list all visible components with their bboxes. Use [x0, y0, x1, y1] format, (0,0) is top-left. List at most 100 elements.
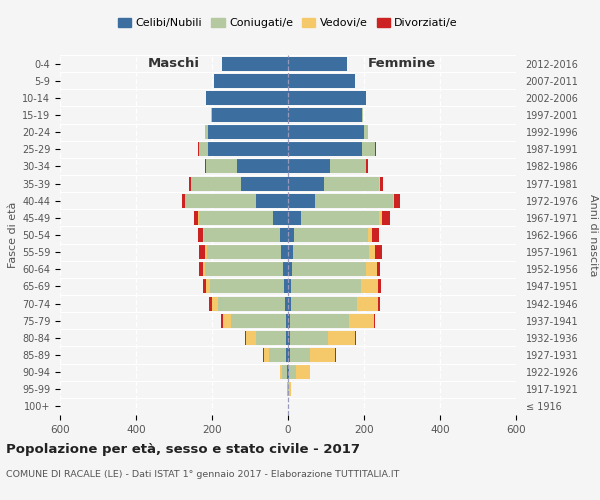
Bar [288, 211, 301, 225]
Bar [289, 382, 291, 396]
Bar [287, 382, 288, 396]
Bar [241, 176, 288, 190]
Bar [288, 142, 362, 156]
Bar [205, 245, 207, 259]
Bar [287, 365, 288, 379]
Bar [208, 125, 288, 139]
Text: Popolazione per età, sesso e stato civile - 2017: Popolazione per età, sesso e stato civil… [6, 442, 360, 456]
Bar [212, 108, 288, 122]
Bar [379, 280, 382, 293]
Bar [280, 228, 288, 242]
Bar [230, 314, 286, 328]
Text: Maschi: Maschi [148, 56, 200, 70]
Bar [361, 280, 379, 293]
Bar [246, 331, 256, 345]
Bar [191, 176, 241, 190]
Bar [286, 348, 288, 362]
Bar [368, 245, 376, 259]
Bar [324, 176, 379, 190]
Bar [212, 296, 218, 310]
Bar [288, 331, 290, 345]
Bar [269, 348, 286, 362]
Bar [199, 245, 205, 259]
Bar [210, 280, 284, 293]
Bar [288, 365, 289, 379]
Text: Femmine: Femmine [368, 56, 436, 70]
Bar [209, 296, 212, 310]
Bar [288, 245, 293, 259]
Y-axis label: Anni di nascita: Anni di nascita [588, 194, 598, 276]
Bar [293, 245, 368, 259]
Bar [394, 194, 400, 207]
Bar [357, 296, 378, 310]
Bar [296, 365, 310, 379]
Bar [214, 74, 288, 88]
Bar [355, 331, 356, 345]
Bar [281, 365, 287, 379]
Bar [283, 262, 288, 276]
Bar [373, 228, 379, 242]
Bar [284, 280, 288, 293]
Bar [377, 262, 380, 276]
Text: COMUNE DI RACALE (LE) - Dati ISTAT 1° gennaio 2017 - Elaborazione TUTTITALIA.IT: COMUNE DI RACALE (LE) - Dati ISTAT 1° ge… [6, 470, 400, 479]
Bar [286, 331, 288, 345]
Bar [288, 348, 290, 362]
Bar [208, 142, 288, 156]
Bar [288, 125, 364, 139]
Bar [194, 211, 198, 225]
Bar [349, 314, 373, 328]
Bar [291, 280, 361, 293]
Bar [292, 262, 366, 276]
Bar [273, 211, 288, 225]
Bar [288, 108, 362, 122]
Bar [378, 296, 380, 310]
Bar [182, 194, 185, 207]
Bar [205, 160, 206, 173]
Bar [221, 56, 288, 70]
Bar [245, 331, 246, 345]
Bar [288, 74, 355, 88]
Bar [379, 211, 382, 225]
Bar [206, 160, 236, 173]
Bar [199, 211, 273, 225]
Bar [289, 365, 296, 379]
Bar [218, 296, 285, 310]
Bar [281, 245, 288, 259]
Bar [199, 142, 208, 156]
Bar [392, 194, 394, 207]
Bar [330, 160, 366, 173]
Bar [203, 280, 206, 293]
Bar [198, 211, 199, 225]
Bar [205, 125, 208, 139]
Bar [362, 142, 376, 156]
Bar [373, 314, 376, 328]
Bar [366, 262, 377, 276]
Bar [285, 296, 288, 310]
Bar [288, 262, 292, 276]
Bar [382, 211, 390, 225]
Bar [288, 280, 291, 293]
Bar [203, 228, 280, 242]
Bar [185, 194, 256, 207]
Bar [198, 228, 203, 242]
Bar [189, 176, 191, 190]
Bar [364, 125, 368, 139]
Bar [290, 314, 349, 328]
Bar [314, 194, 392, 207]
Bar [290, 331, 328, 345]
Bar [379, 176, 380, 190]
Bar [288, 194, 314, 207]
Y-axis label: Fasce di età: Fasce di età [8, 202, 18, 268]
Bar [362, 108, 363, 122]
Bar [328, 331, 355, 345]
Bar [256, 194, 288, 207]
Bar [199, 262, 203, 276]
Bar [256, 331, 286, 345]
Bar [288, 314, 290, 328]
Bar [280, 365, 281, 379]
Bar [380, 176, 383, 190]
Bar [221, 314, 223, 328]
Bar [290, 348, 310, 362]
Bar [368, 228, 373, 242]
Bar [211, 108, 212, 122]
